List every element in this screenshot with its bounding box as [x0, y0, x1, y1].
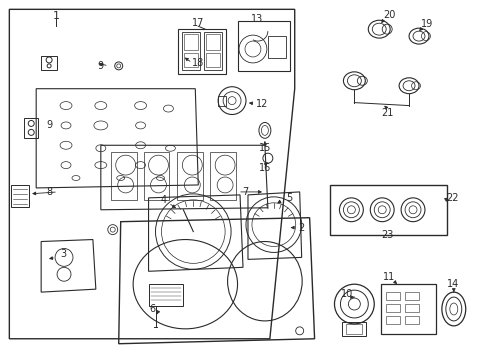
Bar — [206, 34, 220, 50]
Bar — [204, 32, 222, 70]
Text: 10: 10 — [341, 289, 353, 299]
Text: 17: 17 — [192, 18, 204, 28]
Bar — [386, 292, 399, 300]
Text: 7: 7 — [242, 187, 247, 197]
Text: 23: 23 — [380, 230, 392, 239]
Bar — [329, 185, 446, 235]
Bar — [404, 304, 418, 312]
Text: 20: 20 — [382, 10, 395, 20]
Text: 21: 21 — [380, 108, 392, 117]
Text: 15: 15 — [258, 143, 270, 153]
Bar — [342, 322, 366, 336]
Bar — [206, 53, 220, 67]
Bar — [404, 292, 418, 300]
Bar — [148, 284, 183, 306]
Bar — [386, 316, 399, 324]
Text: 8: 8 — [46, 187, 52, 197]
Text: 6: 6 — [149, 304, 155, 314]
Bar — [184, 34, 198, 50]
Text: 16: 16 — [258, 163, 270, 173]
Text: 9: 9 — [46, 121, 52, 130]
Bar — [404, 316, 418, 324]
Bar — [111, 152, 136, 200]
Text: 4: 4 — [160, 195, 166, 205]
Text: 12: 12 — [255, 99, 267, 109]
Text: 5: 5 — [286, 193, 292, 203]
Bar — [11, 185, 29, 207]
Text: 19: 19 — [420, 19, 432, 29]
Text: 14: 14 — [446, 279, 458, 289]
Bar — [218, 96, 225, 105]
Bar — [143, 152, 169, 200]
Text: 3: 3 — [60, 249, 66, 260]
Bar — [267, 36, 285, 58]
Text: 13: 13 — [250, 14, 263, 24]
Text: 1: 1 — [53, 11, 60, 21]
Bar — [346, 324, 362, 334]
Bar — [381, 284, 435, 334]
Text: 22: 22 — [446, 193, 458, 203]
Text: 11: 11 — [382, 272, 394, 282]
Bar — [386, 304, 399, 312]
Bar — [182, 32, 200, 70]
Bar — [210, 152, 236, 200]
Text: 18: 18 — [192, 58, 204, 68]
Text: 9: 9 — [98, 61, 103, 71]
Bar — [184, 53, 198, 67]
Bar — [177, 152, 203, 200]
Text: 2: 2 — [298, 222, 304, 233]
